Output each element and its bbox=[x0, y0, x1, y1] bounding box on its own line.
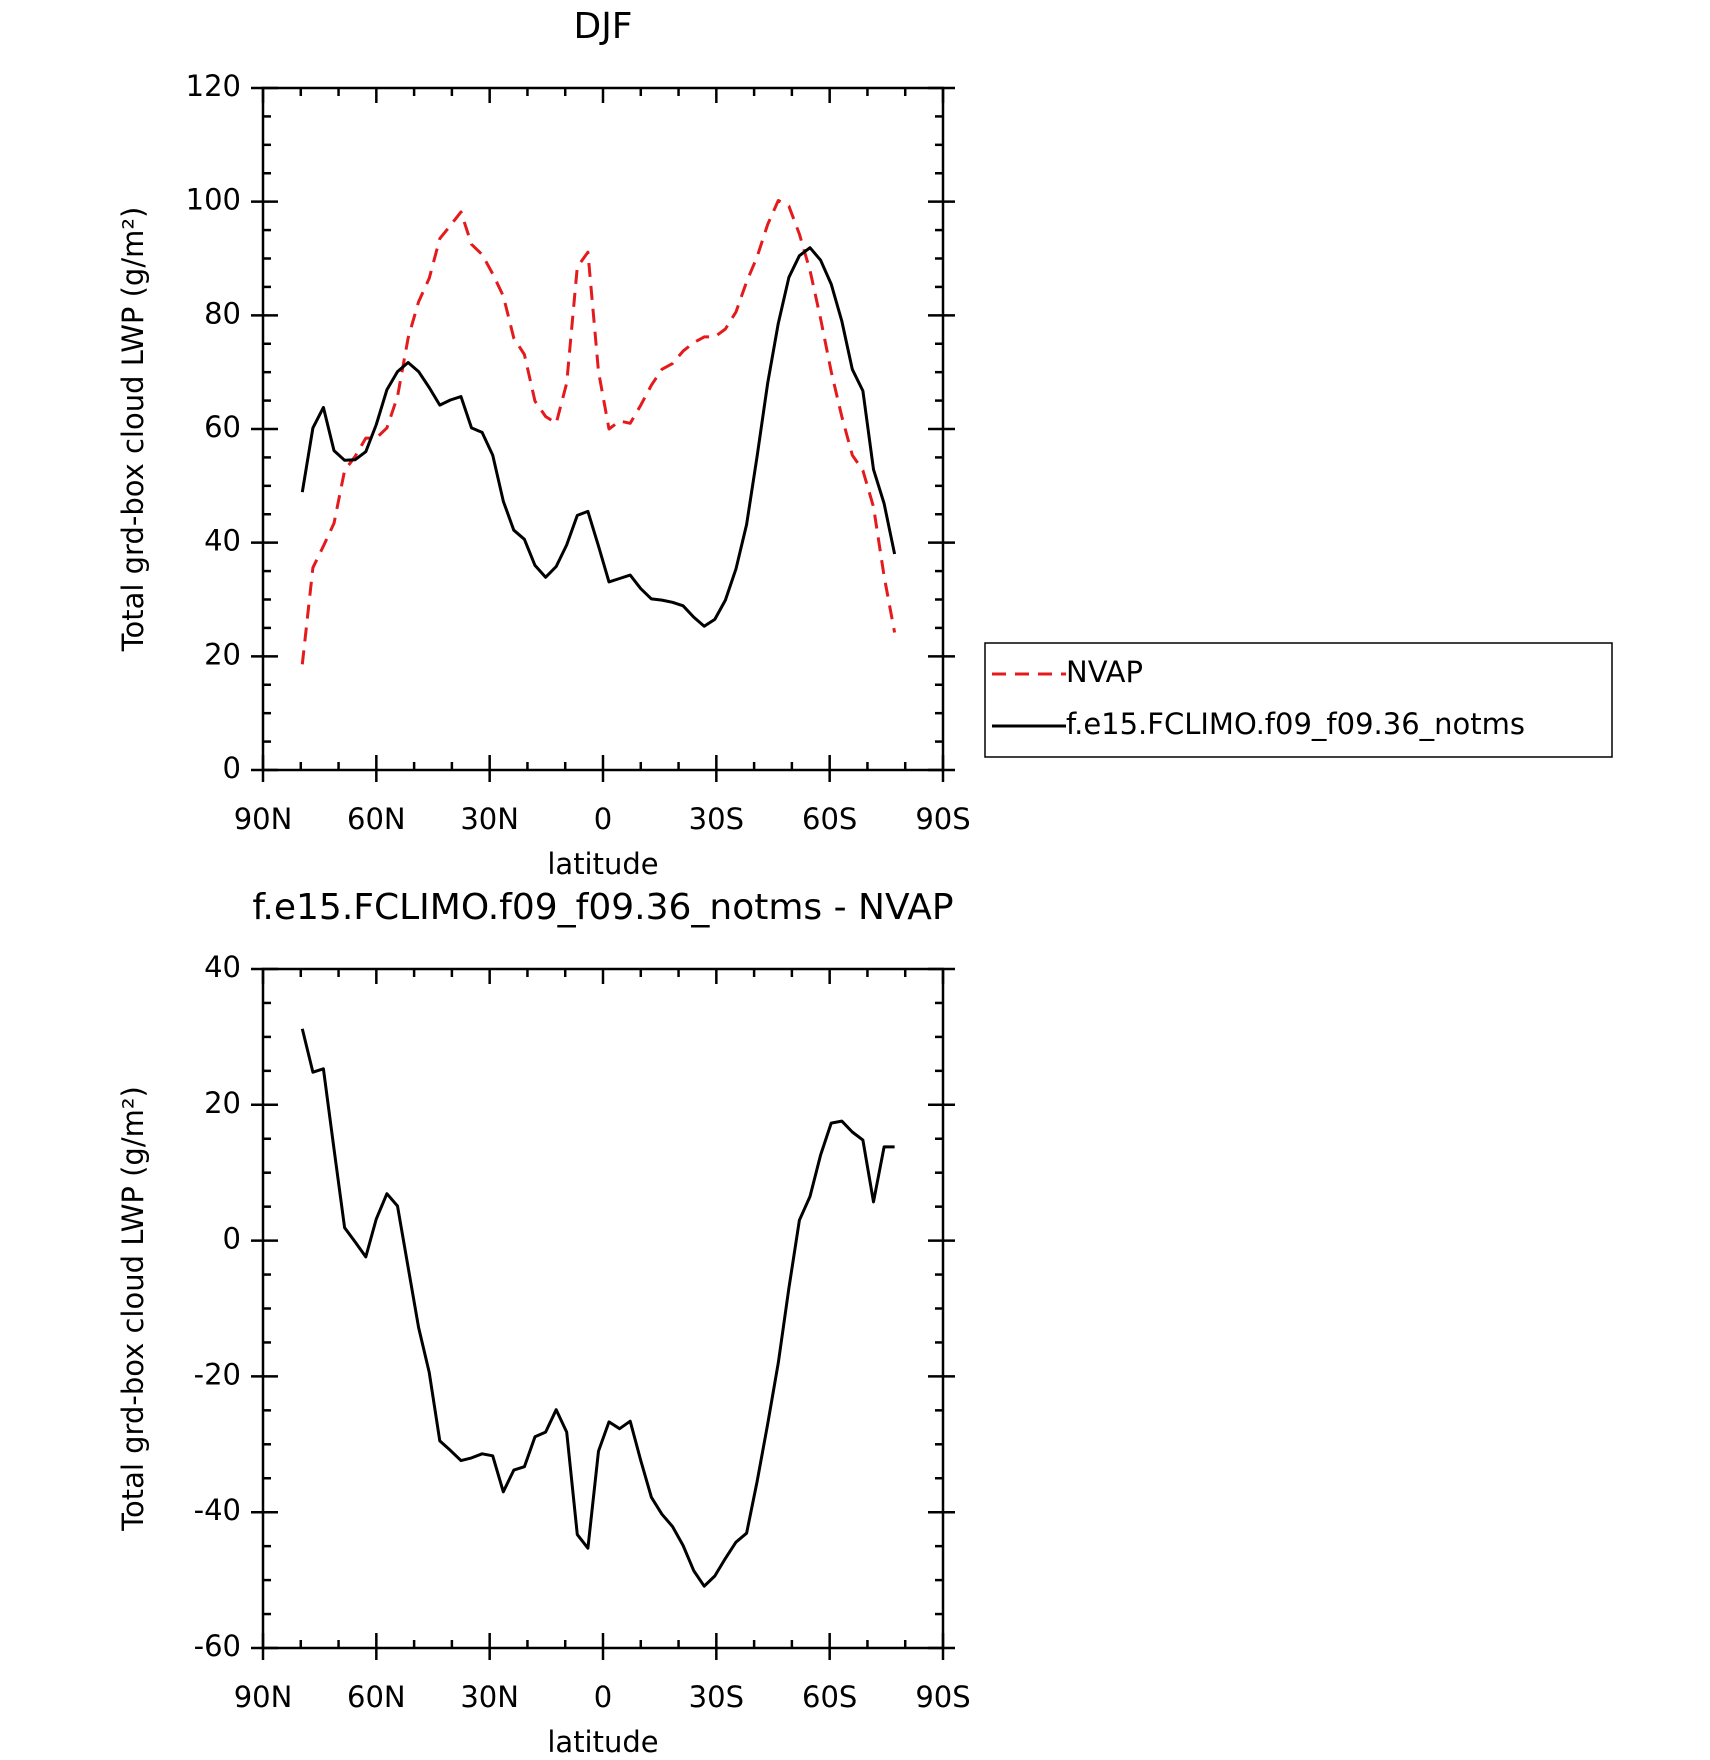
x-tick-label: 90S bbox=[915, 802, 970, 836]
y-tick-label: 60 bbox=[204, 410, 241, 444]
x-tick-label: 90N bbox=[234, 802, 293, 836]
x-tick-label: 30N bbox=[460, 1680, 519, 1714]
x-tick-label: 30S bbox=[689, 1680, 744, 1714]
x-tick-label: 0 bbox=[594, 802, 612, 836]
y-tick-label: -20 bbox=[194, 1357, 241, 1391]
x-tick-label: 30N bbox=[460, 802, 519, 836]
chart-title: f.e15.FCLIMO.f09_f09.36_notms - NVAP bbox=[252, 887, 953, 928]
series-line bbox=[300, 1028, 895, 1588]
x-tick-label: 0 bbox=[594, 1680, 612, 1714]
x-tick-label: 60S bbox=[802, 802, 857, 836]
y-tick-label: 0 bbox=[223, 751, 241, 785]
x-tick-label: 60N bbox=[347, 1680, 406, 1714]
series-line bbox=[300, 246, 897, 628]
chart-title: DJF bbox=[573, 6, 632, 47]
y-tick-label: 20 bbox=[204, 1086, 241, 1120]
x-tick-label: 90S bbox=[915, 1680, 970, 1714]
x-tick-label: 60S bbox=[802, 1680, 857, 1714]
y-tick-label: -60 bbox=[194, 1629, 241, 1663]
y-tick-label: -40 bbox=[194, 1493, 241, 1527]
y-axis-label: Total grd-box cloud LWP (g/m²) bbox=[116, 1086, 150, 1532]
x-tick-label: 60N bbox=[347, 802, 406, 836]
x-axis-label: latitude bbox=[547, 1725, 658, 1756]
y-tick-label: 20 bbox=[204, 637, 241, 671]
plot-frame bbox=[261, 967, 945, 1650]
plot-frame bbox=[261, 86, 945, 772]
y-tick-label: 80 bbox=[204, 296, 241, 330]
y-tick-label: 0 bbox=[223, 1222, 241, 1256]
y-tick-label: 40 bbox=[204, 524, 241, 558]
y-tick-label: 40 bbox=[204, 950, 241, 984]
y-tick-label: 100 bbox=[186, 183, 241, 217]
x-axis-label: latitude bbox=[547, 847, 658, 881]
series-line bbox=[300, 199, 897, 665]
legend-box bbox=[984, 642, 1613, 758]
y-axis-label: Total grd-box cloud LWP (g/m²) bbox=[116, 207, 150, 653]
y-tick-label: 120 bbox=[186, 69, 241, 103]
legend-label: NVAP bbox=[1066, 655, 1143, 689]
legend-label: f.e15.FCLIMO.f09_f09.36_notms bbox=[1066, 707, 1525, 741]
x-tick-label: 30S bbox=[689, 802, 744, 836]
x-tick-label: 90N bbox=[234, 1680, 293, 1714]
